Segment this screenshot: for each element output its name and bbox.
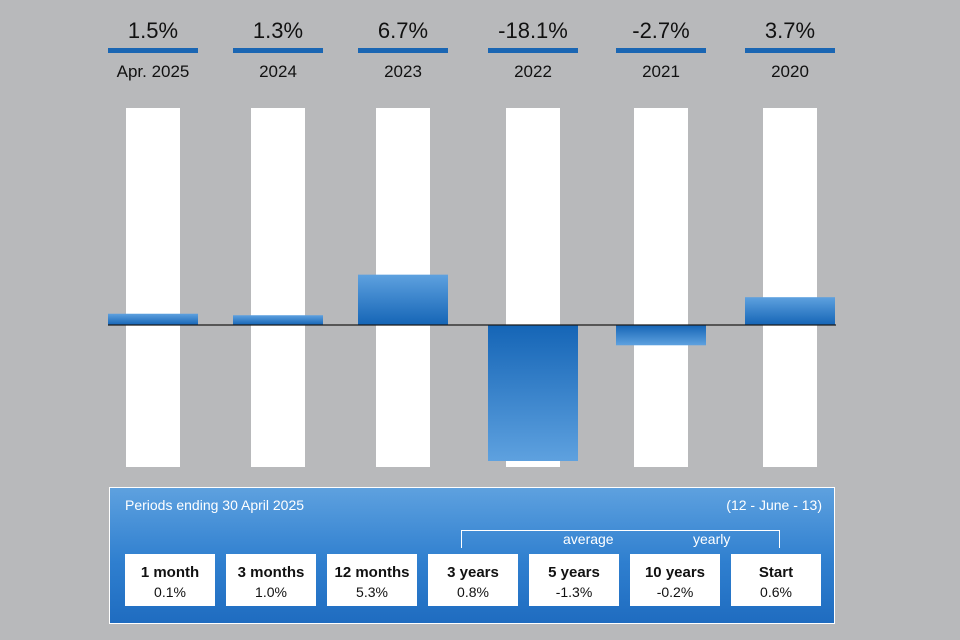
header-rule [745, 48, 835, 53]
periods-code: (12 - June - 13) [726, 497, 822, 513]
bar [358, 274, 448, 325]
header-rule [488, 48, 578, 53]
bar [233, 315, 323, 325]
category-label: 2022 [514, 62, 552, 81]
yearly-label: yearly [693, 531, 731, 547]
bar [616, 325, 706, 346]
bar-track [126, 108, 180, 467]
average-yearly-bracket [461, 530, 780, 548]
value-label: -2.7% [632, 18, 689, 43]
category-label: 2020 [771, 62, 809, 81]
period-value: 0.1% [154, 584, 186, 600]
average-label: average [563, 531, 614, 547]
header-rule [108, 48, 198, 53]
value-label: -18.1% [498, 18, 568, 43]
header-rule [233, 48, 323, 53]
period-value: -0.2% [656, 584, 694, 600]
periods-panel: Periods ending 30 April 2025 (12 - June … [109, 487, 835, 624]
header-rule [358, 48, 448, 53]
period-box-3-months: 3 months 1.0% [226, 554, 316, 606]
bar [488, 325, 578, 461]
bar-track [251, 108, 305, 467]
period-label: 5 years [548, 564, 600, 581]
period-box-3-years: 3 years 0.8% [428, 554, 518, 606]
bar [745, 297, 835, 325]
period-label: 3 years [447, 564, 499, 581]
period-value: 0.8% [457, 584, 489, 600]
period-value: 0.6% [760, 584, 792, 600]
value-label: 3.7% [765, 18, 815, 43]
period-label: 10 years [644, 564, 706, 581]
periods-heading: Periods ending 30 April 2025 [125, 497, 305, 513]
value-label: 1.3% [253, 18, 303, 43]
period-box-12-months: 12 months 5.3% [327, 554, 417, 606]
period-label: Start [758, 564, 794, 581]
period-value: -1.3% [555, 584, 593, 600]
period-label: 3 months [237, 564, 305, 581]
period-value: 1.0% [255, 584, 287, 600]
bar-track [763, 108, 817, 467]
period-box-10-years: 10 years -0.2% [630, 554, 720, 606]
bar-track [634, 108, 688, 467]
header-rule [616, 48, 706, 53]
value-label: 1.5% [128, 18, 178, 43]
category-label: 2023 [384, 62, 422, 81]
category-label: Apr. 2025 [117, 62, 190, 81]
period-box-5-years: 5 years -1.3% [529, 554, 619, 606]
category-label: 2021 [642, 62, 680, 81]
period-label: 1 month [140, 564, 200, 581]
value-label: 6.7% [378, 18, 428, 43]
period-value: 5.3% [356, 584, 388, 600]
bar [108, 313, 198, 325]
period-label: 12 months [334, 564, 410, 581]
period-box-start: Start 0.6% [731, 554, 821, 606]
bar-chart: 1.5% Apr. 2025 1.3% 2024 6.7% 2023 -18.1% 2022 -… [108, 18, 836, 467]
category-label: 2024 [259, 62, 297, 81]
period-box-1-month: 1 month 0.1% [125, 554, 215, 606]
